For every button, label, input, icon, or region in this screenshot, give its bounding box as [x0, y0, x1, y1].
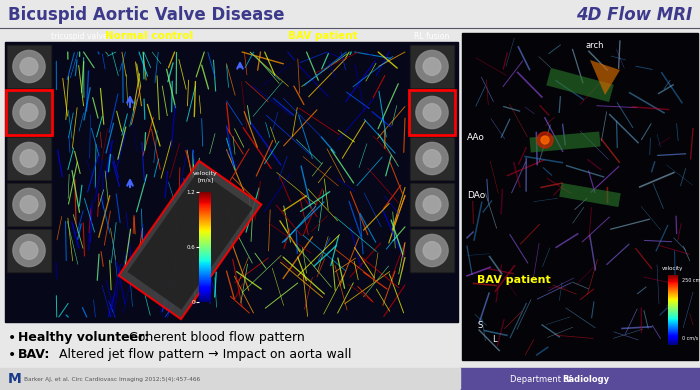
Bar	[7, 137, 51, 180]
Circle shape	[20, 242, 38, 259]
Text: •: •	[8, 348, 16, 362]
Text: •: •	[8, 331, 16, 345]
Bar	[410, 91, 454, 134]
Text: Bicuspid Aortic Valve Disease: Bicuspid Aortic Valve Disease	[8, 6, 284, 24]
Circle shape	[13, 96, 45, 129]
Bar	[460, 368, 700, 390]
Circle shape	[20, 58, 38, 75]
Circle shape	[423, 58, 441, 75]
Text: BAV patient: BAV patient	[477, 275, 551, 285]
Text: BAV patient: BAV patient	[288, 31, 358, 41]
Bar	[410, 183, 454, 226]
Polygon shape	[460, 368, 700, 390]
Circle shape	[541, 136, 549, 144]
Text: L: L	[492, 335, 496, 344]
Text: tricuspid valve: tricuspid valve	[51, 32, 108, 41]
Bar	[7, 91, 51, 134]
Text: Normal control: Normal control	[104, 31, 193, 41]
Text: velocity: velocity	[662, 266, 684, 271]
Circle shape	[13, 142, 45, 175]
Text: S: S	[477, 321, 482, 330]
Circle shape	[416, 50, 448, 83]
Bar	[410, 229, 454, 272]
Bar	[5, 42, 458, 322]
Bar	[411, 46, 453, 87]
Circle shape	[13, 50, 45, 83]
Circle shape	[20, 150, 38, 167]
Circle shape	[13, 234, 45, 267]
Text: 4D Flow MRI: 4D Flow MRI	[576, 6, 692, 24]
Text: AAo: AAo	[467, 133, 485, 142]
Bar	[7, 183, 51, 226]
Bar	[462, 33, 698, 360]
Polygon shape	[529, 131, 601, 152]
Bar	[411, 230, 453, 271]
Bar	[410, 137, 454, 180]
Bar	[8, 46, 50, 87]
Polygon shape	[546, 68, 614, 102]
Text: Coherent blood flow pattern: Coherent blood flow pattern	[125, 331, 304, 344]
Bar	[8, 138, 50, 179]
Polygon shape	[119, 161, 261, 319]
Circle shape	[20, 104, 38, 121]
Circle shape	[423, 242, 441, 259]
Text: M: M	[8, 372, 22, 386]
Text: DAo: DAo	[467, 190, 485, 200]
Text: 250 cm/s: 250 cm/s	[682, 277, 700, 282]
Text: RL fusion: RL fusion	[414, 32, 449, 41]
Bar	[8, 230, 50, 271]
Polygon shape	[590, 60, 620, 95]
Text: BAV:: BAV:	[18, 348, 50, 361]
Circle shape	[537, 132, 553, 148]
Text: Radiology: Radiology	[562, 374, 609, 383]
Text: Altered jet flow pattern → Impact on aorta wall: Altered jet flow pattern → Impact on aor…	[55, 348, 351, 361]
Text: Department of: Department of	[510, 374, 575, 383]
Circle shape	[423, 196, 441, 213]
Circle shape	[13, 188, 45, 221]
Bar	[411, 138, 453, 179]
Bar	[7, 229, 51, 272]
Text: Barker AJ, et al. Circ Cardiovasc Imaging 2012;5(4):457-466: Barker AJ, et al. Circ Cardiovasc Imagin…	[24, 376, 200, 381]
Circle shape	[423, 104, 441, 121]
Circle shape	[423, 150, 441, 167]
Text: Healthy volunteer:: Healthy volunteer:	[18, 331, 149, 344]
Bar	[6, 90, 52, 135]
Circle shape	[416, 96, 448, 129]
Circle shape	[20, 196, 38, 213]
Text: 0 cm/s: 0 cm/s	[682, 335, 699, 340]
Text: arch: arch	[586, 41, 604, 50]
Text: velocity
[m/s]: velocity [m/s]	[193, 171, 218, 182]
Bar	[0, 368, 460, 390]
Bar	[410, 45, 454, 88]
Circle shape	[416, 142, 448, 175]
Circle shape	[416, 234, 448, 267]
Bar	[8, 92, 50, 133]
Polygon shape	[559, 183, 621, 207]
Circle shape	[416, 188, 448, 221]
Bar	[8, 184, 50, 225]
Bar	[7, 45, 51, 88]
Bar	[411, 92, 453, 133]
Bar	[411, 184, 453, 225]
Bar	[409, 90, 455, 135]
Polygon shape	[127, 170, 253, 310]
